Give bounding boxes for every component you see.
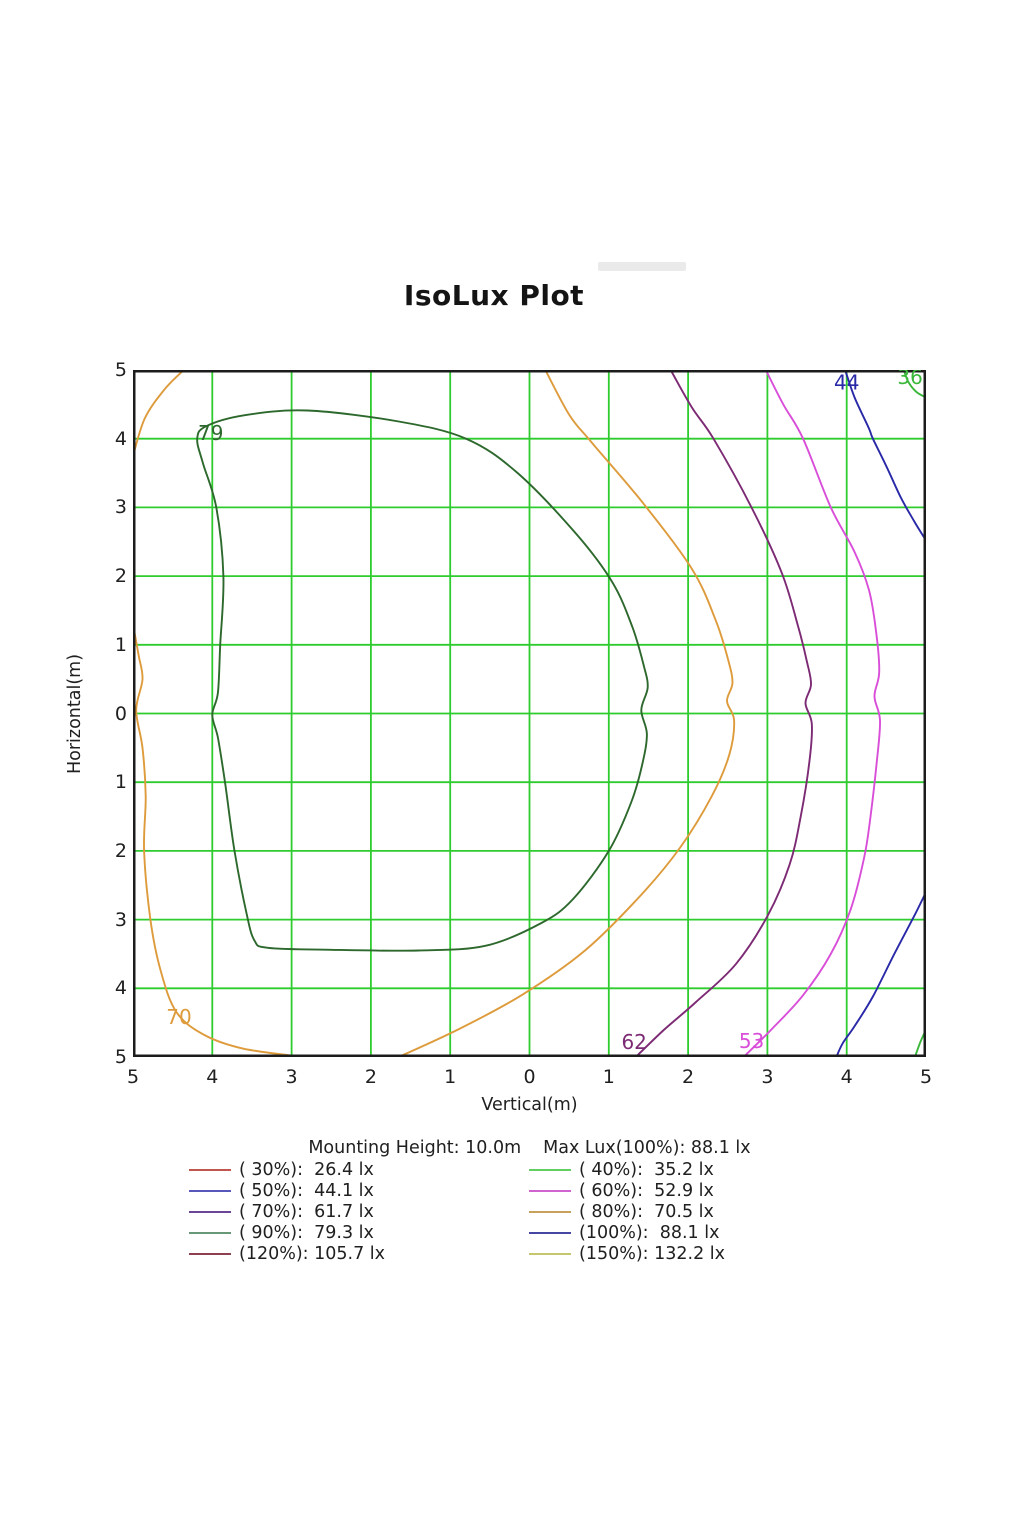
- grid-lines: [133, 370, 926, 1057]
- y-tick-label: 2: [114, 565, 127, 588]
- legend-label: ( 90%): 79.3 lx: [239, 1223, 374, 1243]
- legend-row: ( 70%): 61.7 lx: [189, 1202, 519, 1223]
- legend-swatch: [529, 1169, 571, 1171]
- legend-swatch: [189, 1253, 231, 1255]
- contour-53-label: 53: [739, 1029, 764, 1053]
- y-tick-label: 4: [114, 427, 127, 450]
- legend-label: (100%): 88.1 lx: [579, 1223, 720, 1243]
- legend-swatch: [529, 1232, 571, 1234]
- legend-row: ( 40%): 35.2 lx: [529, 1160, 859, 1181]
- legend-row: ( 30%): 26.4 lx: [189, 1160, 519, 1181]
- legend-row: ( 60%): 52.9 lx: [529, 1181, 859, 1202]
- x-tick-label: 2: [364, 1066, 377, 1088]
- legend-row: (150%): 132.2 lx: [529, 1244, 859, 1265]
- y-tick-label: 1: [114, 771, 127, 794]
- contour-79-line: [196, 409, 649, 952]
- y-tick-label: 2: [114, 839, 127, 862]
- y-tick-label: 1: [114, 633, 127, 656]
- y-axis-title: Horizontal(m): [65, 653, 85, 775]
- page-title: IsoLux Plot: [403, 279, 585, 312]
- legend-row: (120%): 105.7 lx: [189, 1244, 519, 1265]
- contour-44-label: 44: [834, 370, 859, 394]
- x-tick-label: 3: [761, 1066, 774, 1088]
- legend-row: ( 50%): 44.1 lx: [189, 1181, 519, 1202]
- contour-62-line: [635, 370, 813, 1057]
- y-tick-label: 3: [114, 908, 127, 931]
- contour-44-line: [835, 891, 926, 1057]
- x-tick-label: 5: [919, 1066, 933, 1088]
- max-lux-label: Max Lux(100%): 88.1 lx: [543, 1138, 751, 1158]
- legend-row: ( 80%): 70.5 lx: [529, 1202, 859, 1223]
- isolux-contour-plot: 79 70 62 53 44 36: [133, 370, 926, 1057]
- legend-label: ( 50%): 44.1 lx: [239, 1181, 374, 1201]
- y-tick-label: 3: [114, 496, 127, 519]
- legend-swatch: [189, 1190, 231, 1192]
- x-axis-title: Vertical(m): [481, 1095, 578, 1115]
- contour-lines: [133, 370, 926, 1057]
- legend-label: ( 40%): 35.2 lx: [579, 1160, 714, 1180]
- contour-70-label: 70: [166, 1005, 191, 1029]
- x-tick-label: 2: [682, 1066, 695, 1088]
- legend-swatch: [529, 1253, 571, 1255]
- contour-70-line: [133, 624, 304, 1057]
- contour-53-line: [742, 370, 881, 1057]
- y-tick-label: 5: [114, 1046, 127, 1068]
- y-tick-label: 4: [114, 977, 127, 1000]
- legend-label: ( 30%): 26.4 lx: [239, 1160, 374, 1180]
- x-tick-label: 4: [206, 1066, 219, 1088]
- x-tick-label: 5: [126, 1066, 140, 1088]
- legend-label: ( 70%): 61.7 lx: [239, 1202, 374, 1222]
- legend-swatch: [189, 1169, 231, 1171]
- plot-border: [133, 370, 926, 1057]
- contour-36-label: 36: [897, 370, 922, 389]
- legend-row: ( 90%): 79.3 lx: [189, 1223, 519, 1244]
- x-tick-label: 4: [840, 1066, 853, 1088]
- legend-label: (150%): 132.2 lx: [579, 1244, 726, 1264]
- x-tick-label: 1: [602, 1066, 615, 1088]
- y-tick-label: 0: [114, 702, 127, 725]
- contour-62-label: 62: [621, 1030, 646, 1054]
- contour-79-label: 79: [198, 421, 223, 445]
- legend-row: (100%): 88.1 lx: [529, 1223, 859, 1244]
- contour-36-line: [902, 370, 926, 399]
- plot-area: 79 70 62 53 44 36: [133, 370, 926, 1057]
- contour-44-line: [844, 370, 926, 541]
- faint-artifact: [598, 262, 686, 271]
- legend-label: ( 60%): 52.9 lx: [579, 1181, 714, 1201]
- legend-header: Mounting Height: 10.0m Max Lux(100%): 88.…: [133, 1138, 926, 1158]
- legend-swatch: [529, 1190, 571, 1192]
- x-tick-label: 3: [285, 1066, 298, 1088]
- y-tick-label: 5: [114, 359, 127, 381]
- x-tick-label: 0: [523, 1066, 536, 1088]
- legend-swatch: [189, 1232, 231, 1234]
- contour-70-line: [133, 370, 185, 457]
- mounting-height-label: Mounting Height: 10.0m: [308, 1138, 522, 1158]
- contour-70-line: [398, 370, 736, 1057]
- legend-label: ( 80%): 70.5 lx: [579, 1202, 714, 1222]
- x-tick-label: 1: [444, 1066, 457, 1088]
- legend-swatch: [189, 1211, 231, 1213]
- legend-label: (120%): 105.7 lx: [239, 1244, 386, 1264]
- legend-swatch: [529, 1211, 571, 1213]
